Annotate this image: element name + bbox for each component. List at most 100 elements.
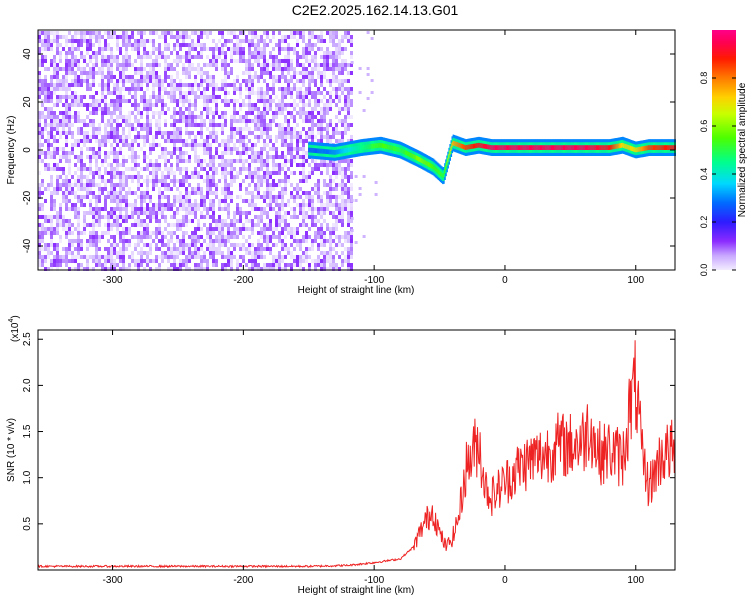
noise-cell (125, 139, 128, 143)
noise-cell (71, 43, 74, 47)
noise-cell (53, 139, 56, 143)
noise-cell (350, 61, 354, 64)
noise-cell (305, 71, 308, 75)
noise-cell (50, 127, 53, 131)
noise-cell (128, 127, 131, 131)
noise-cell (350, 203, 353, 207)
noise-cell (245, 103, 248, 107)
noise-cell (38, 91, 41, 95)
noise-cell (53, 67, 56, 71)
noise-cell (308, 75, 311, 79)
noise-cell (275, 63, 278, 67)
noise-cell (122, 95, 125, 99)
noise-cell (50, 203, 53, 207)
noise-cell (224, 219, 227, 223)
noise-cell (68, 131, 71, 135)
noise-cell (191, 211, 194, 215)
noise-cell (206, 247, 209, 251)
noise-cell (302, 171, 305, 175)
noise-cell (290, 227, 293, 231)
noise-cell (266, 35, 269, 39)
noise-cell (77, 67, 80, 71)
noise-cell (89, 43, 92, 47)
noise-cell (152, 111, 155, 115)
noise-cell (50, 167, 53, 171)
noise-cell (188, 119, 191, 123)
noise-cell (86, 179, 89, 183)
noise-cell (332, 223, 335, 227)
noise-cell (338, 211, 341, 215)
noise-cell (98, 211, 101, 215)
noise-cell (281, 267, 284, 271)
noise-cell (107, 107, 110, 111)
noise-cell (155, 235, 158, 239)
noise-cell (203, 91, 206, 95)
noise-cell (281, 107, 284, 111)
ridge-core (457, 142, 460, 148)
noise-cell (221, 223, 224, 227)
noise-cell (248, 95, 251, 99)
noise-cell (107, 163, 110, 167)
noise-cell (224, 167, 227, 171)
noise-cell (41, 247, 44, 251)
noise-cell (209, 63, 212, 67)
noise-cell (332, 63, 335, 67)
noise-cell (50, 39, 53, 43)
noise-cell (272, 187, 275, 191)
noise-cell (227, 143, 230, 147)
noise-cell (158, 155, 161, 159)
noise-cell (98, 187, 101, 191)
noise-cell (101, 83, 104, 87)
noise-cell (71, 123, 74, 127)
noise-cell (221, 131, 224, 135)
noise-cell (350, 39, 353, 43)
noise-cell (98, 103, 101, 107)
noise-cell (275, 211, 278, 215)
noise-cell (200, 175, 203, 179)
noise-cell (128, 99, 131, 103)
noise-cell (281, 95, 284, 99)
noise-cell (131, 87, 134, 91)
noise-cell (71, 103, 74, 107)
noise-cell (260, 207, 263, 211)
noise-cell (320, 111, 323, 115)
noise-cell (212, 211, 215, 215)
noise-cell (116, 87, 119, 91)
noise-cell (77, 111, 80, 115)
noise-cell (122, 219, 125, 223)
noise-cell (110, 191, 113, 195)
noise-cell (116, 83, 119, 87)
noise-cell (164, 47, 167, 51)
noise-cell (287, 223, 290, 227)
noise-cell (320, 83, 323, 87)
noise-cell (164, 71, 167, 75)
noise-cell (116, 199, 119, 203)
noise-cell (218, 207, 221, 211)
noise-cell (83, 267, 86, 271)
noise-cell (143, 223, 146, 227)
noise-cell (116, 243, 119, 247)
noise-cell (212, 79, 215, 83)
noise-cell (140, 175, 143, 179)
noise-cell (53, 59, 56, 63)
noise-cell (185, 207, 188, 211)
noise-cell (278, 239, 281, 243)
noise-cell (320, 139, 323, 143)
noise-cell (230, 171, 233, 175)
noise-cell (107, 111, 110, 115)
noise-cell (167, 175, 170, 179)
noise-cell (38, 75, 41, 79)
noise-cell (116, 63, 119, 67)
noise-cell (53, 91, 56, 95)
noise-cell (167, 139, 170, 143)
noise-cell (290, 111, 293, 115)
noise-cell (89, 267, 92, 271)
noise-cell (332, 51, 335, 55)
noise-cell (314, 55, 317, 59)
noise-cell (119, 267, 122, 271)
noise-cell (185, 31, 188, 35)
noise-cell (242, 115, 245, 119)
noise-cell (137, 87, 140, 91)
noise-cell (176, 255, 179, 259)
noise-cell (152, 259, 155, 263)
